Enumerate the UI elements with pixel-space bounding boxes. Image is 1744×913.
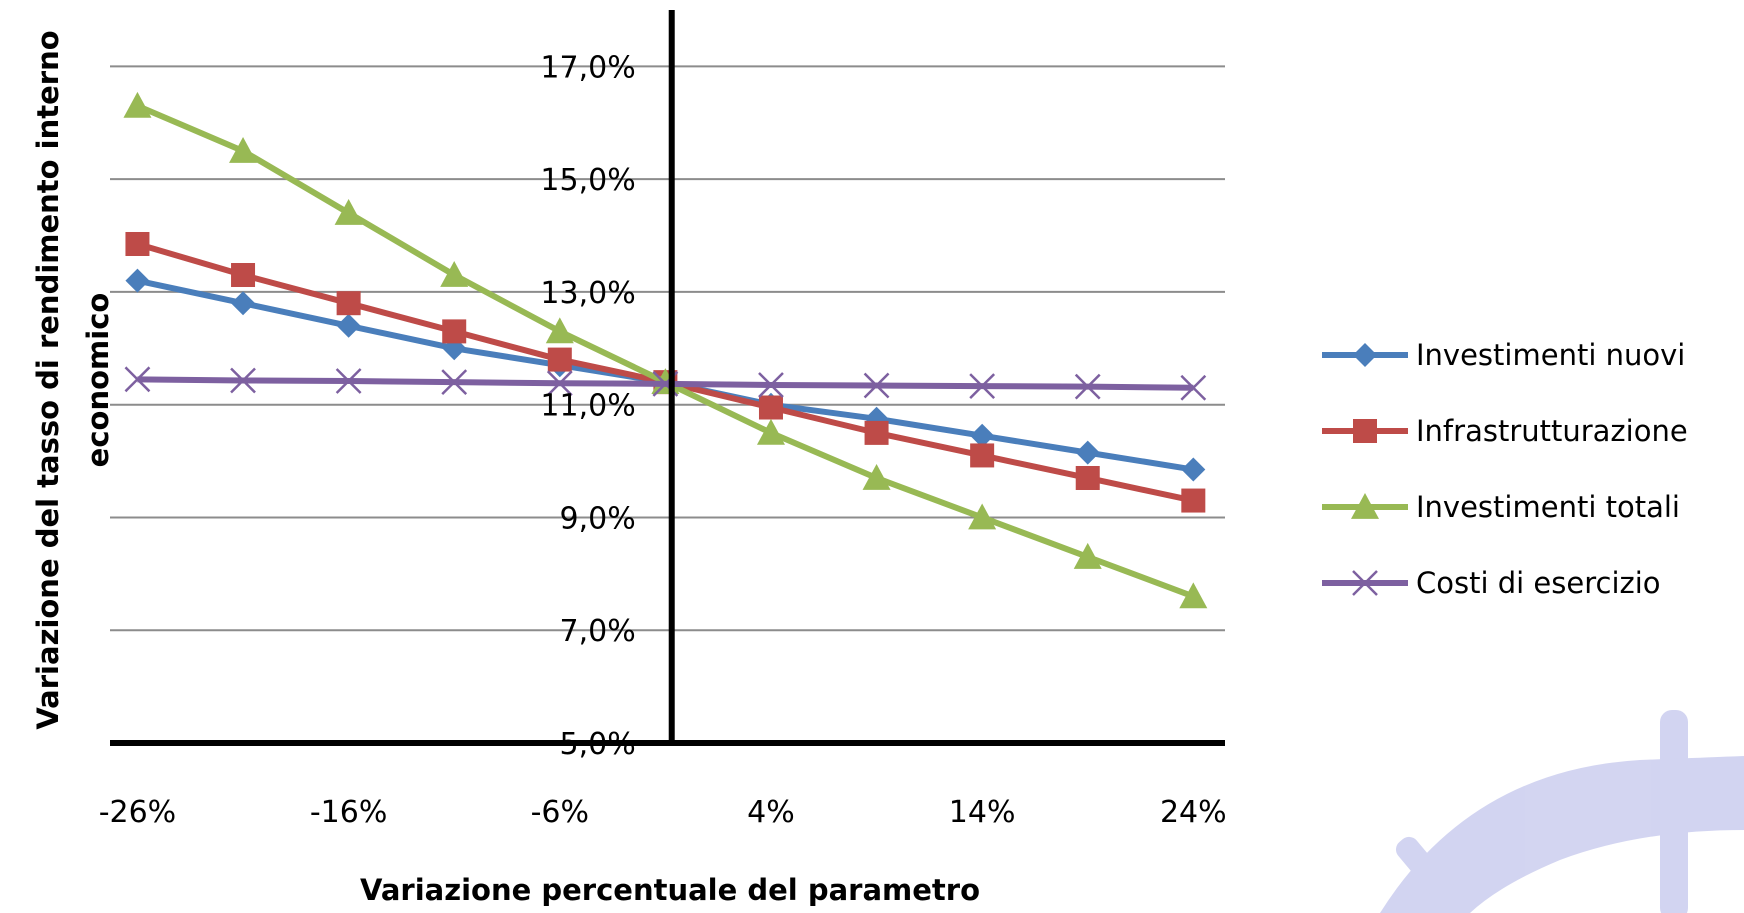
series-costi-di-esercizio [124,366,1207,401]
data-point [1179,582,1208,609]
x-marker-stroke [124,366,151,393]
legend-item: Costi di esercizio [1322,566,1661,600]
data-point [1180,374,1207,401]
y-tick-label: 13,0% [540,276,635,311]
y-tick-label: 5,0% [560,727,636,762]
data-point [1181,488,1206,513]
x-marker-stroke [546,370,573,397]
x-tick-label: 4% [747,795,795,830]
tick-labels: 5,0% 7,0% 9,0% 11,0% 13,0% 15,0% 17,0% -26% -16%… [99,50,1227,830]
x-tick-label: -6% [531,795,589,830]
x-marker-stroke [1180,374,1207,401]
data-point [970,443,995,468]
legend-marker [1353,419,1377,443]
data-point [862,463,891,490]
legend-item: Investimenti nuovi [1322,338,1685,372]
x-tick-label: 24% [1160,795,1227,830]
data-point [336,291,361,316]
x-marker-stroke [969,373,996,399]
x-marker-stroke [230,367,256,394]
data-point [864,420,889,445]
legend-label: Investimenti nuovi [1416,338,1685,372]
y-tick-label: 15,0% [540,163,635,198]
x-tick-label: -26% [99,795,177,830]
data-point [545,317,574,344]
y-tick-label: 7,0% [560,614,636,649]
data-point [231,291,256,316]
legend-item: Investimenti totali [1322,490,1680,524]
x-marker-stroke [1074,373,1101,400]
y-tick-label: 11,0% [540,389,635,424]
series-investimenti-totali [123,91,1208,609]
ships-wheel-watermark [1380,710,1744,913]
x-tick-label: 14% [949,795,1016,830]
data-point [863,372,890,399]
x-marker-stroke [863,372,890,399]
x-marker-stroke [1352,570,1378,596]
data-point [440,261,469,287]
data-point [969,373,996,399]
gridlines [110,65,1225,632]
series-layer [123,91,1208,609]
data-point [1075,440,1100,465]
y-axis-title-line-1: Variazione del tasso di rendimento inter… [31,30,65,729]
data-point [441,369,468,396]
data-point [334,198,363,225]
legend: Investimenti nuovi Infrastrutturazione Inv… [1322,338,1688,600]
legend-label: Infrastrutturazione [1416,414,1688,448]
data-point [124,366,151,393]
data-point [970,423,995,448]
y-tick-label: 17,0% [540,50,635,85]
data-point [546,370,573,397]
data-point [1075,465,1100,490]
legend-marker [1352,570,1378,596]
data-point [442,319,467,344]
data-point [336,313,361,338]
legend-label: Investimenti totali [1416,490,1680,524]
legend-marker [1353,343,1377,367]
data-point [1073,542,1102,569]
data-point [230,367,256,394]
data-point [229,136,258,163]
data-point [968,503,997,530]
legend-label: Costi di esercizio [1416,566,1661,600]
data-point [758,395,783,420]
axes [110,10,1225,746]
data-point [125,268,150,293]
x-marker-stroke [758,372,784,398]
legend-marker [1351,493,1379,519]
x-axis-title: Variazione percentuale del parametro [360,873,980,907]
data-point [1074,373,1101,400]
x-marker-stroke [441,369,468,396]
data-point [231,263,256,288]
data-point [125,231,150,256]
data-point [547,347,572,372]
x-marker-stroke [335,368,362,394]
y-axis-title-line-2: economico [81,293,115,468]
legend-item: Infrastrutturazione [1322,414,1688,448]
data-point [758,372,784,398]
x-tick-label: -16% [310,795,388,830]
data-point [1181,457,1206,482]
data-point [756,418,785,445]
y-tick-label: 9,0% [560,501,636,536]
data-point [335,368,362,394]
data-point [123,91,152,118]
